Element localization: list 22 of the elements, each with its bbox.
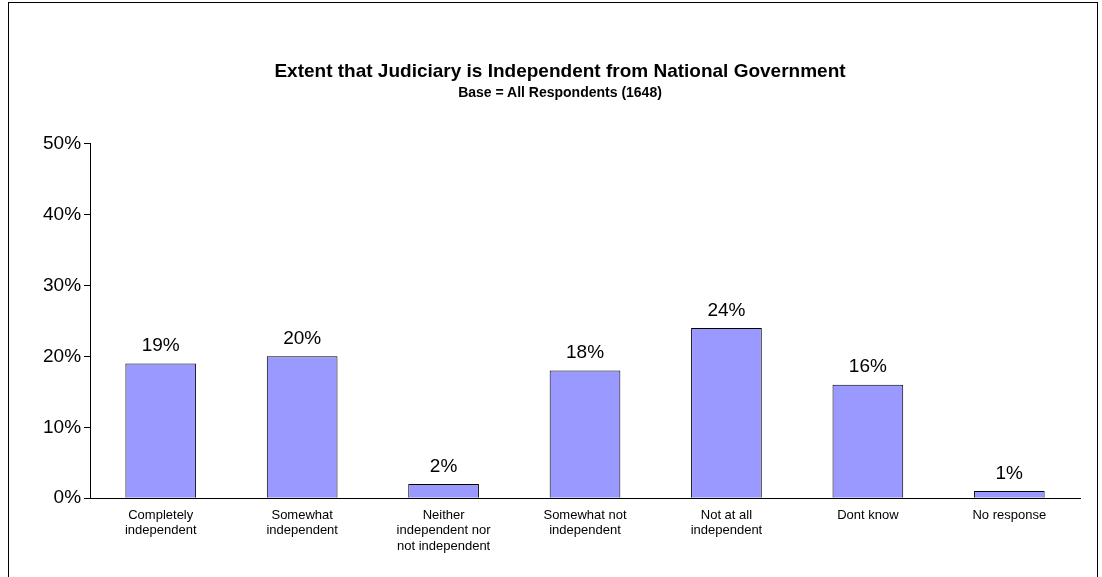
- x-tick-label: Not at all independent: [690, 506, 763, 538]
- y-tick-label: 50%: [43, 131, 82, 153]
- x-tick-label: Somewhat independent: [266, 506, 339, 538]
- y-tick-label: 30%: [43, 273, 82, 295]
- x-tick-label: No response: [972, 506, 1047, 522]
- data-label: 18%: [566, 341, 605, 363]
- data-label: 16%: [848, 355, 887, 377]
- y-tick-label: 10%: [43, 415, 82, 437]
- data-label: 24%: [707, 298, 746, 320]
- data-label: 19%: [141, 334, 180, 356]
- x-tick-label: Dont know: [837, 506, 900, 522]
- data-label: 1%: [995, 461, 1024, 483]
- y-tick-label: 40%: [43, 202, 82, 224]
- data-label: 20%: [283, 327, 322, 349]
- x-tick-label: Completely independent: [124, 506, 197, 538]
- y-tick-label: 20%: [43, 344, 82, 366]
- x-tick-label: Somewhat not independent: [543, 506, 627, 538]
- chart-subtitle: Base = All Respondents (1648): [458, 84, 662, 101]
- data-label: 2%: [429, 454, 458, 476]
- chart-title: Extent that Judiciary is Independent from National Government: [274, 59, 847, 81]
- y-tick-label: 0%: [53, 486, 82, 508]
- x-tick-label: Neither independent nor not independent: [396, 506, 492, 553]
